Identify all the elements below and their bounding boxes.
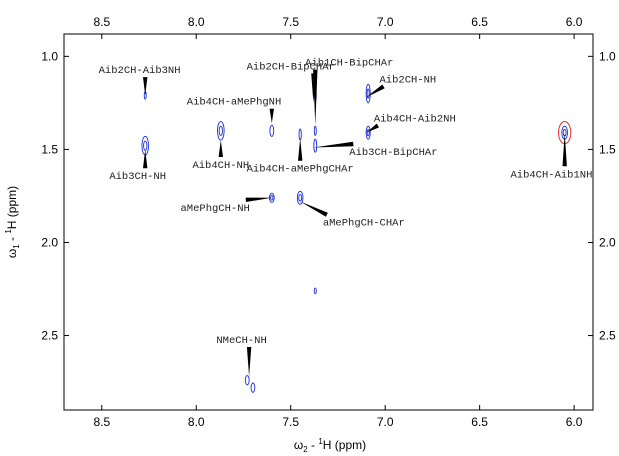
annotation-leader [246,347,252,377]
y-tick-label-right: 2.0 [599,235,616,249]
x-tick-label-top: 6.5 [471,15,488,29]
x-tick-label-top: 8.5 [93,15,110,29]
peak-annotation-label: Aib4CH-Aib2NH [374,113,456,125]
cross-peak [365,125,371,140]
annotation-leader [562,132,567,167]
peak-annotation-label: Aib1CH-BipCHAr [305,58,393,70]
x-tick-label-bottom: 7.5 [282,415,299,429]
cross-peak [244,375,250,386]
peak-annotation-label: NMeCH-NH [216,335,266,347]
x-tick-label-bottom: 7.0 [377,415,394,429]
x-tick-label-top: 7.5 [282,15,299,29]
peak-annotation-label: Aib4CH-aMePhgNH [187,97,282,109]
y-tick-label-right: 1.0 [599,49,616,63]
plot-frame [63,33,594,411]
annotation-leader [298,138,303,161]
x-tick-label-top: 6.0 [566,15,583,29]
peak-annotation-label: Aib3CH-BipCHAr [349,147,437,159]
peak-annotation-label: Aib3CH-NH [109,171,166,183]
annotation-leader [143,149,148,169]
cross-peak [365,83,371,104]
x-tick-label-top: 8.0 [188,15,205,29]
cross-peak [313,125,317,136]
annotation-leaders [143,69,567,377]
x-tick-label-bottom: 8.0 [188,415,205,429]
annotation-leader [218,140,223,157]
annotation-leader [313,141,354,148]
y-tick-label-left: 2.0 [41,235,58,249]
x-tick-label-bottom: 6.0 [566,415,583,429]
x-tick-label-bottom: 6.5 [471,415,488,429]
annotation-leader [300,201,328,217]
x-axis-title: ω2 - 1H (ppm) [294,437,366,454]
peak-annotation-label: Aib4CH-aMePhgCHAr [247,164,354,176]
cross-peak [298,128,302,141]
annotation-leader [269,108,274,124]
x-tick-label-top: 7.0 [377,15,394,29]
peak-annotation-label: Aib4CH-NH [192,160,249,172]
peak-annotation-label: Aib2CH-NH [380,74,437,86]
y-axis-title: ω1 - 1H (ppm) [4,186,21,258]
peak-annotation-label: aMePhgCH-NH [180,203,249,215]
y-tick-label-right: 2.5 [599,329,616,343]
annotation-leader [366,123,379,133]
annotation-labels: Aib2CH-Aib3NH Aib3CH-NH Aib4CH-aMePhgNH Aib… [99,58,593,347]
annotation-leader [245,197,272,202]
cross-peaks [141,83,572,393]
axis-ticks: 8.5 8.5 8.0 8.0 7.5 7.5 7.0 7.0 6.5 6.5 6.0 6.0 1.0 1… [41,15,616,429]
y-tick-label-left: 1.0 [41,49,58,63]
annotation-leader [143,77,148,96]
y-tick-label-right: 1.5 [599,142,616,156]
cross-peak [313,287,317,295]
cross-peak [313,138,318,153]
peak-annotation-label: Aib2CH-Aib3NH [99,65,181,77]
y-tick-label-left: 2.5 [41,329,58,343]
cross-peak [250,382,256,393]
cross-peak [296,190,304,205]
peak-annotation-label: Aib2CH-BipCHAr [247,61,335,73]
y-tick-label-left: 1.5 [41,142,58,156]
annotation-leader [366,84,385,98]
x-tick-label-bottom: 8.5 [93,415,110,429]
annotation-leader [313,69,318,126]
peak-annotation-label: aMePhgCH-CHAr [323,218,405,230]
cross-peak [217,121,225,141]
cross-peak [269,124,275,137]
peak-annotation-label: Aib4CH-Aib1NH [510,169,592,181]
